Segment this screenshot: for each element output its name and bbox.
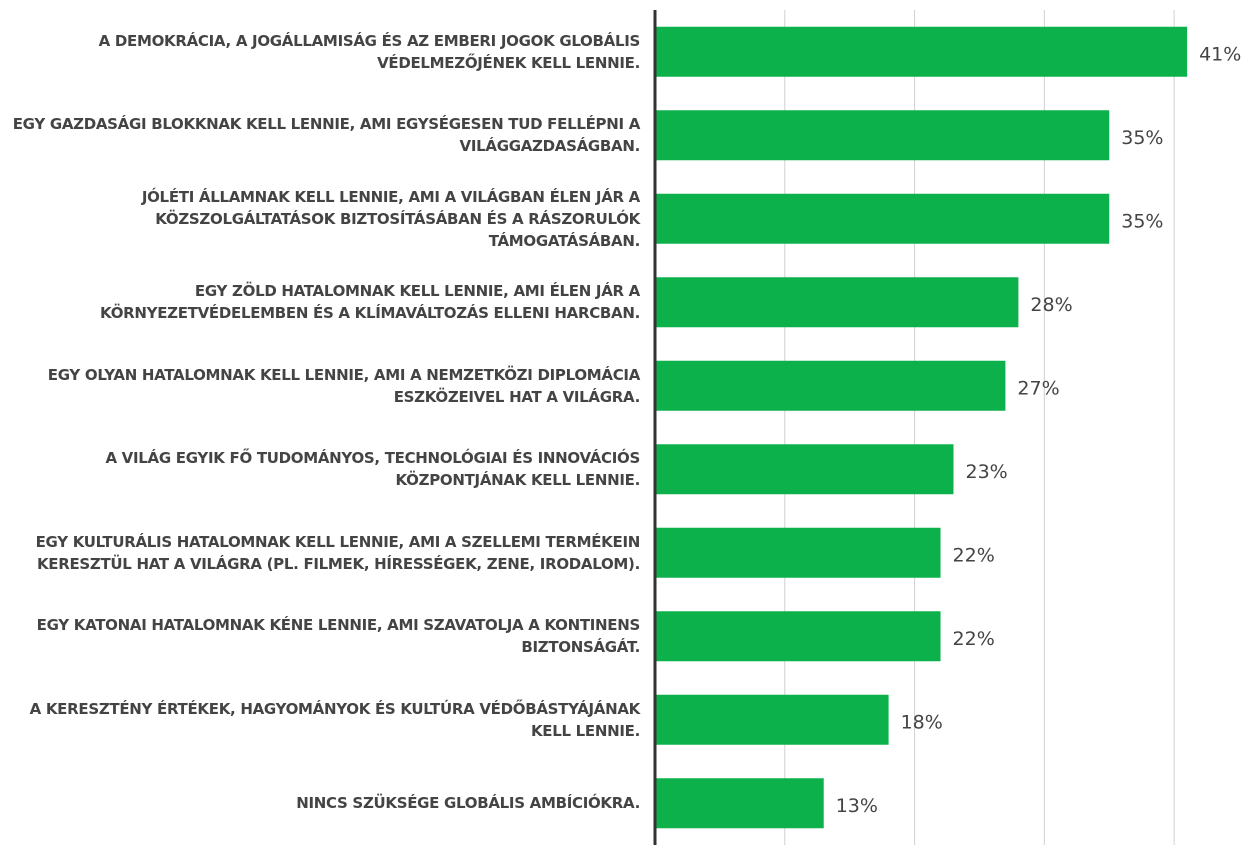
bar <box>655 444 954 495</box>
category-label: A DEMOKRÁCIA, A JOGÁLLAMISÁG ÉS AZ EMBER… <box>98 31 641 72</box>
category-label: A VILÁG EGYIK FŐ TUDOMÁNYOS, TECHNOLÓGIA… <box>105 449 640 490</box>
value-label: 28% <box>1030 294 1072 316</box>
value-label: 23% <box>966 461 1008 483</box>
category-label: EGY GAZDASÁGI BLOKKNAK KELL LENNIE, AMI … <box>12 115 641 156</box>
value-label: 18% <box>901 711 943 733</box>
value-label: 35% <box>1121 210 1163 232</box>
value-label: 22% <box>953 628 995 650</box>
value-label: 27% <box>1017 377 1059 399</box>
bar <box>655 694 889 745</box>
category-label: JÓLÉTI ÁLLAMNAK KELL LENNIE, AMI A VILÁG… <box>141 187 640 250</box>
bar <box>655 360 1006 411</box>
value-label: 13% <box>836 795 878 817</box>
bar <box>655 778 824 829</box>
category-label: EGY OLYAN HATALOMNAK KELL LENNIE, AMI A … <box>47 365 641 406</box>
value-label: 35% <box>1121 127 1163 149</box>
bar <box>655 26 1188 77</box>
category-label: EGY ZÖLD HATALOMNAK KELL LENNIE, AMI ÉLE… <box>100 282 640 323</box>
value-label: 41% <box>1199 43 1241 65</box>
bar <box>655 193 1110 244</box>
category-label: EGY KATONAI HATALOMNAK KÉNE LENNIE, AMI … <box>36 616 641 657</box>
category-label: A KERESZTÉNY ÉRTÉKEK, HAGYOMÁNYOK ÉS KUL… <box>29 699 641 740</box>
bar <box>655 277 1019 328</box>
category-label: EGY KULTURÁLIS HATALOMNAK KELL LENNIE, A… <box>35 532 641 573</box>
bar <box>655 611 941 662</box>
bar <box>655 527 941 578</box>
category-label: NINCS SZÜKSÉGE GLOBÁLIS AMBÍCIÓKRA. <box>296 794 640 813</box>
value-label: 22% <box>953 544 995 566</box>
bar <box>655 110 1110 161</box>
